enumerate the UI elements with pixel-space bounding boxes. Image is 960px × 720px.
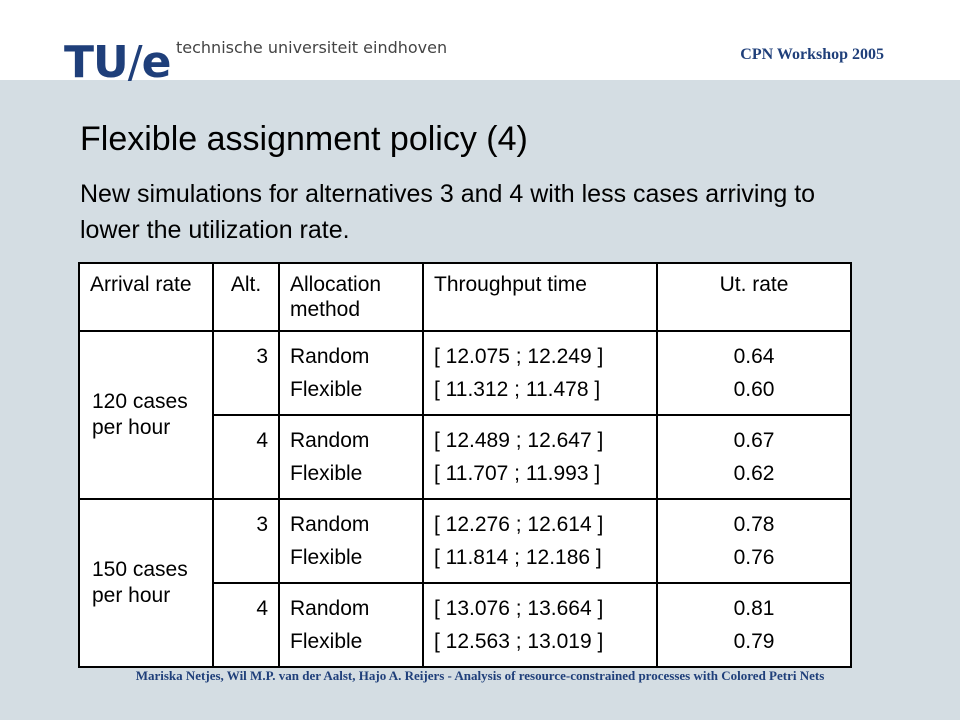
method-value: Flexible [290,630,363,653]
header-ut-rate: Ut. rate [656,262,852,332]
slide-title: Flexible assignment policy (4) [80,120,528,158]
ut-rate-cell: 0.64 0.60 [656,330,852,416]
throughput-value: [ 13.076 ; 13.664 ] [434,597,604,620]
table-row: 150 cases per hour 3 Random Flexible [ 12… [78,498,852,668]
ut-rate-value: 0.81 [733,597,775,620]
throughput-value: [ 11.814 ; 12.186 ] [434,546,602,569]
header-arrival-rate: Arrival rate [78,262,214,332]
header-throughput-time: Throughput time [422,262,658,332]
ut-rate-value: 0.79 [733,630,775,653]
method-value: Flexible [290,546,363,569]
arrival-rate-cell: 150 cases per hour [78,498,214,668]
method-value: Random [290,429,370,452]
table-row: 4 Random Flexible [ 13.076 ; 13.664 ] [ 12… [79,582,852,668]
throughput-value: [ 11.312 ; 11.478 ] [434,378,601,401]
method-cell: Random Flexible [278,414,424,500]
throughput-value: [ 11.707 ; 11.993 ] [434,462,601,485]
throughput-value: [ 12.563 ; 13.019 ] [434,630,604,653]
university-name: technische universiteit eindhoven [176,38,448,57]
throughput-cell: [ 12.276 ; 12.614 ] [ 11.814 ; 12.186 ] [422,498,658,584]
tue-logo: TU/e [64,37,171,88]
alt-cell: 3 [212,330,280,416]
throughput-cell: [ 13.076 ; 13.664 ] [ 12.563 ; 13.019 ] [422,582,658,668]
method-value: Flexible [290,462,363,485]
method-cell: Random Flexible [278,498,424,584]
header-bar: TU/e technische universiteit eindhoven C… [0,0,960,88]
ut-rate-cell: 0.67 0.62 [656,414,852,500]
slide-subtitle: New simulations for alternatives 3 and 4… [80,180,816,244]
header-alt: Alt. [212,262,280,332]
header-allocation-method: Allocation method [278,262,424,332]
throughput-value: [ 12.489 ; 12.647 ] [434,429,604,452]
method-value: Random [290,597,370,620]
ut-rate-value: 0.76 [733,546,775,569]
workshop-label: CPN Workshop 2005 [740,46,884,63]
throughput-cell: [ 12.075 ; 12.249 ] [ 11.312 ; 11.478 ] [422,330,658,416]
ut-rate-cell: 0.78 0.76 [656,498,852,584]
alt-cell: 4 [212,582,280,668]
method-value: Flexible [290,378,363,401]
ut-rate-cell: 0.81 0.79 [656,582,852,668]
ut-rate-value: 0.60 [733,378,775,401]
table-row: 120 cases per hour 3 Random Flexible [ 12… [78,330,852,500]
arrival-rate-cell: 120 cases per hour [78,330,214,500]
table-row: 4 Random Flexible [ 12.489 ; 12.647 ] [ 11… [79,414,852,500]
method-cell: Random Flexible [278,582,424,668]
throughput-value: [ 12.075 ; 12.249 ] [434,345,604,368]
alt-cell: 3 [212,498,280,584]
ut-rate-value: 0.67 [733,429,775,452]
ut-rate-value: 0.78 [733,513,775,536]
method-value: Random [290,345,370,368]
results-table: Arrival rate Alt. Allocation method Thro… [78,262,852,668]
ut-rate-value: 0.64 [733,345,775,368]
alt-cell: 4 [212,414,280,500]
ut-rate-value: 0.62 [733,462,775,485]
throughput-cell: [ 12.489 ; 12.647 ] [ 11.707 ; 11.993 ] [422,414,658,500]
method-cell: Random Flexible [278,330,424,416]
footer-credits: Mariska Netjes, Wil M.P. van der Aalst, … [135,668,825,683]
table-header-row: Arrival rate Alt. Allocation method Thro… [78,262,852,332]
method-value: Random [290,513,370,536]
throughput-value: [ 12.276 ; 12.614 ] [434,513,604,536]
